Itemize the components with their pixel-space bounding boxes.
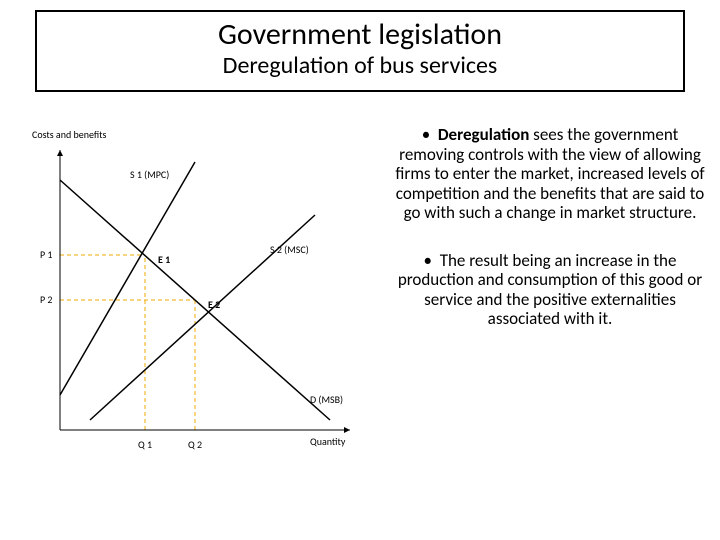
s1-label: S 1 (MPC): [130, 168, 169, 181]
bullet-column: • Deregulation sees the government remov…: [395, 125, 705, 357]
econ-chart: Costs and benefits Quantity S 1 (MPC) S …: [20, 120, 390, 480]
y-axis-label: Costs and benefits: [32, 128, 106, 141]
bullet-1: • Deregulation sees the government remov…: [395, 125, 705, 223]
q2-label: Q 2: [188, 438, 202, 451]
bullet-2-text: The result being an increase in the prod…: [398, 250, 702, 330]
p2-label: P 2: [40, 293, 53, 306]
e2-label: E 2: [208, 298, 220, 311]
s2-label: S 2 (MSC): [270, 243, 309, 256]
chart-svg: [20, 120, 390, 480]
p1-label: P 1: [40, 248, 53, 261]
bullet-dot-icon: •: [424, 250, 440, 271]
e1-label: E 1: [158, 253, 170, 266]
d-label: D (MSB): [310, 393, 343, 406]
bullet-dot-icon: •: [422, 124, 438, 145]
bullet-1-lead: Deregulation: [438, 124, 530, 145]
title-main: Government legislation: [37, 16, 683, 53]
bullet-2: • The result being an increase in the pr…: [395, 251, 705, 329]
x-axis-label: Quantity: [310, 435, 345, 448]
title-sub: Deregulation of bus services: [37, 51, 683, 80]
q1-label: Q 1: [138, 438, 152, 451]
title-box: Government legislation Deregulation of b…: [35, 10, 685, 92]
